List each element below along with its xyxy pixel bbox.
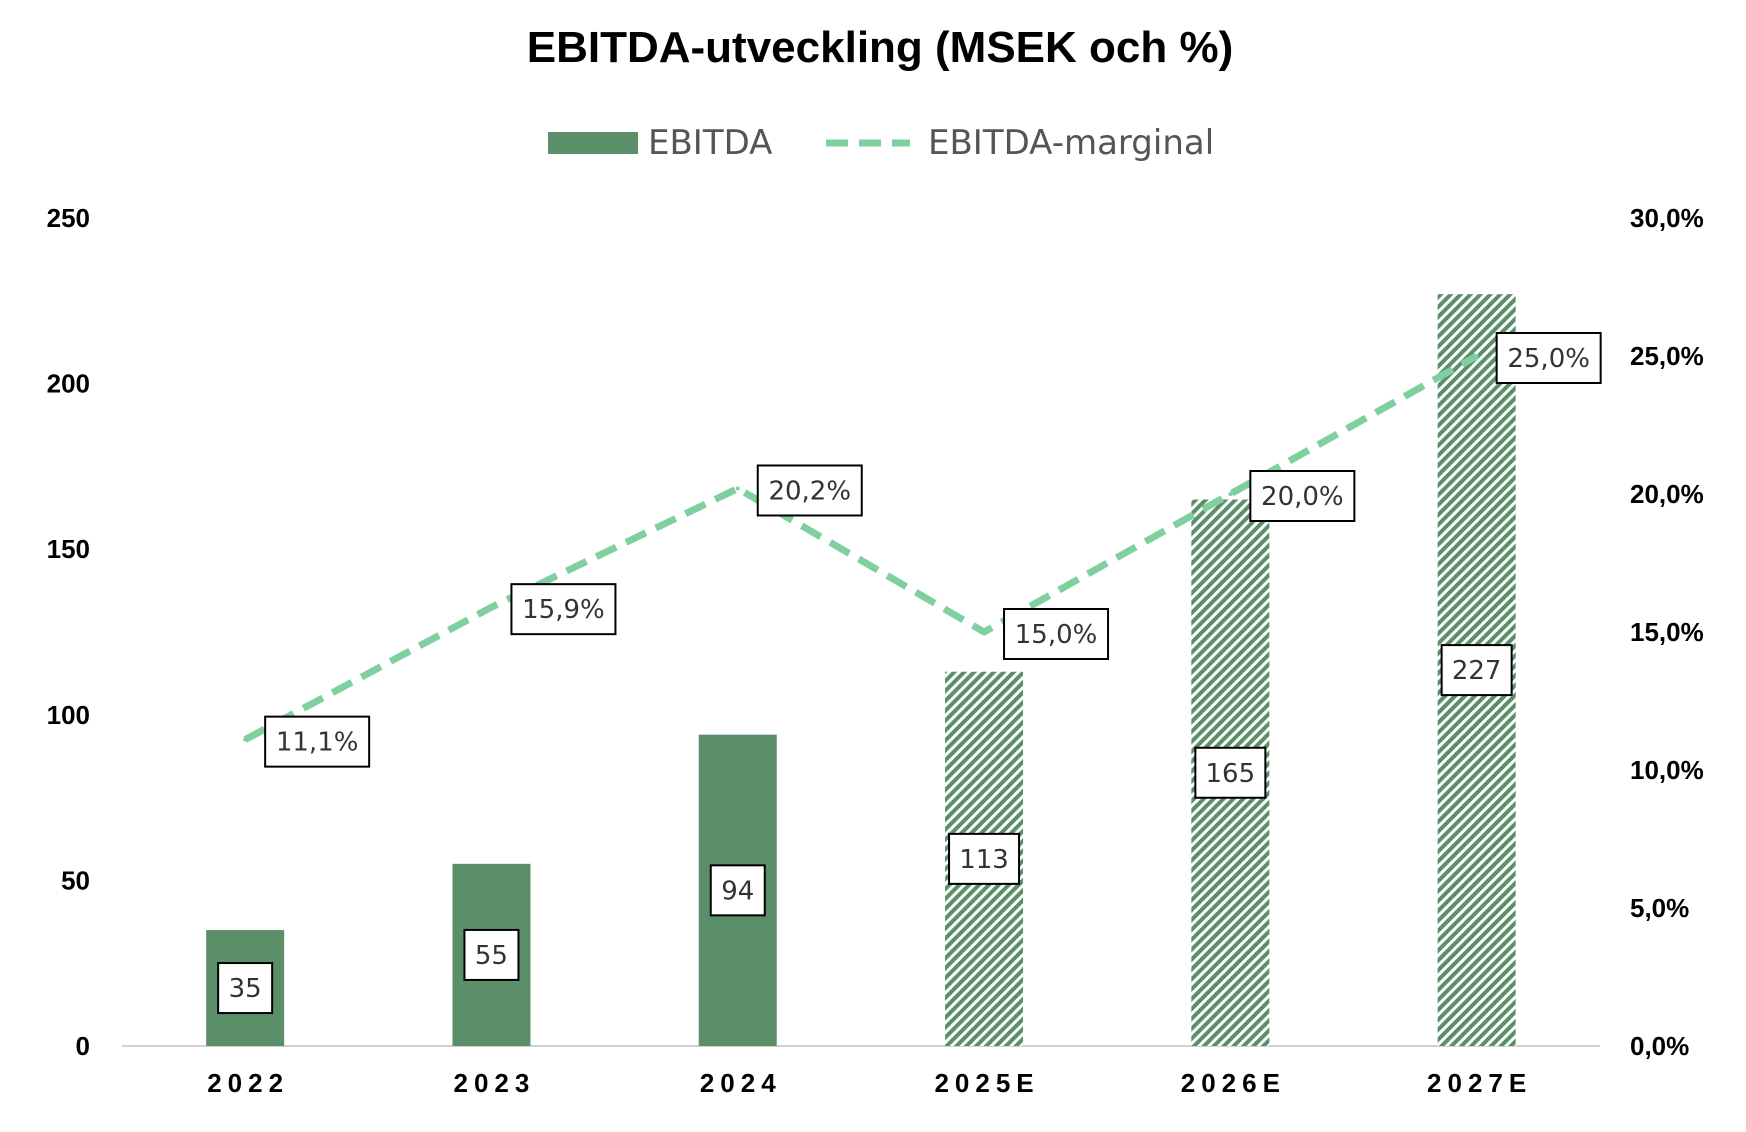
bar-value-label-box: [1440, 644, 1513, 697]
legend-ebitda-swatch: [548, 132, 638, 154]
legend-ebitda-label: EBITDA: [648, 123, 772, 163]
margin-value-label-box: [1249, 470, 1356, 522]
margin-value-label-box: [1003, 608, 1110, 660]
y-axis-right: 0,0% 5,0% 10,0% 15,0% 20,0% 25,0% 30,0%: [1630, 203, 1704, 1061]
bar-value-label-text: 113: [959, 845, 1009, 875]
margin-value-label-text: 11,1%: [276, 728, 359, 758]
bar-value-label-text: 227: [1452, 656, 1502, 686]
margin-value-label-box: [1495, 332, 1602, 384]
legend-margin-label: EBITDA-marginal: [928, 123, 1214, 163]
margin-value-label-box: [264, 715, 371, 768]
bar-value-label: 113: [948, 832, 1021, 885]
margin-value-label: 15,9%: [510, 583, 617, 636]
bar-value-label-text: 55: [475, 941, 508, 971]
x-tick-label: 2022: [207, 1068, 289, 1098]
bar-value-label: 165: [1194, 746, 1267, 799]
y-left-tick-label: 150: [47, 534, 90, 564]
x-tick-label: 2024: [700, 1068, 782, 1098]
line-series: [243, 352, 1479, 743]
margin-value-label: 15,0%: [1003, 608, 1110, 660]
margin-value-label: 25,0%: [1495, 332, 1602, 384]
bar-value-label: 35: [217, 962, 274, 1015]
bar-value-label-box: [948, 832, 1021, 885]
y-right-tick-label: 0,0%: [1630, 1031, 1689, 1061]
bar-value-label-text: 35: [229, 974, 262, 1004]
margin-point: [489, 605, 494, 610]
y-left-tick-label: 50: [61, 865, 90, 895]
x-axis: 2022 2023 2024 2025E 2026E 2027E: [207, 1068, 1532, 1098]
line-labels: 11,1% 15,9% 20,2% 15,0% 20,0% 25,0%: [264, 332, 1602, 768]
margin-value-label: 20,2%: [756, 464, 863, 517]
bar-value-label-box: [217, 962, 274, 1015]
y-right-tick-label: 20,0%: [1630, 479, 1704, 509]
y-axis-left: 0 50 100 150 200 250: [47, 203, 90, 1061]
margin-value-label: 20,0%: [1249, 470, 1356, 522]
bar-value-label: 227: [1440, 644, 1513, 697]
margin-value-label-text: 25,0%: [1507, 344, 1590, 374]
x-tick-label: 2027E: [1427, 1068, 1532, 1098]
margin-value-label-text: 15,0%: [1015, 620, 1098, 650]
chart-title: EBITDA-utveckling (MSEK och %): [527, 23, 1234, 72]
margin-point: [735, 486, 740, 491]
y-right-tick-label: 15,0%: [1630, 617, 1704, 647]
y-right-tick-label: 25,0%: [1630, 341, 1704, 371]
legend: EBITDA EBITDA-marginal: [548, 123, 1214, 163]
bar-labels: 35 55 94 113 165 227: [217, 644, 1513, 1015]
margin-point: [982, 630, 987, 634]
bar-value-label: 94: [709, 864, 766, 917]
x-tick-label: 2026E: [1181, 1068, 1286, 1098]
margin-point: [1474, 354, 1479, 358]
y-left-tick-label: 250: [47, 203, 90, 233]
margin-value-label-text: 20,2%: [768, 476, 851, 506]
margin-value-label-box: [756, 464, 863, 517]
bar-series: [206, 294, 1516, 1046]
y-left-tick-label: 0: [76, 1031, 90, 1061]
margin-line: [243, 352, 1479, 743]
bar-value-label-box: [709, 864, 766, 917]
bar-value-label-text: 94: [721, 876, 754, 906]
bar-value-label-text: 165: [1206, 759, 1256, 789]
margin-value-label-text: 15,9%: [522, 595, 605, 625]
y-right-tick-label: 10,0%: [1630, 755, 1704, 785]
margin-point: [243, 737, 248, 742]
y-left-tick-label: 100: [47, 700, 90, 730]
margin-value-label-box: [510, 583, 617, 636]
bar-value-label-box: [1194, 746, 1267, 799]
y-right-tick-label: 30,0%: [1630, 203, 1704, 233]
y-left-tick-label: 200: [47, 369, 90, 399]
y-right-tick-label: 5,0%: [1630, 893, 1689, 923]
x-tick-label: 2023: [454, 1068, 536, 1098]
margin-value-label: 11,1%: [264, 715, 371, 768]
x-tick-label: 2025E: [934, 1068, 1039, 1098]
bar-value-label-box: [463, 928, 520, 981]
bar-value-label: 55: [463, 928, 520, 981]
margin-point: [1228, 492, 1233, 496]
margin-value-label-text: 20,0%: [1261, 482, 1344, 512]
